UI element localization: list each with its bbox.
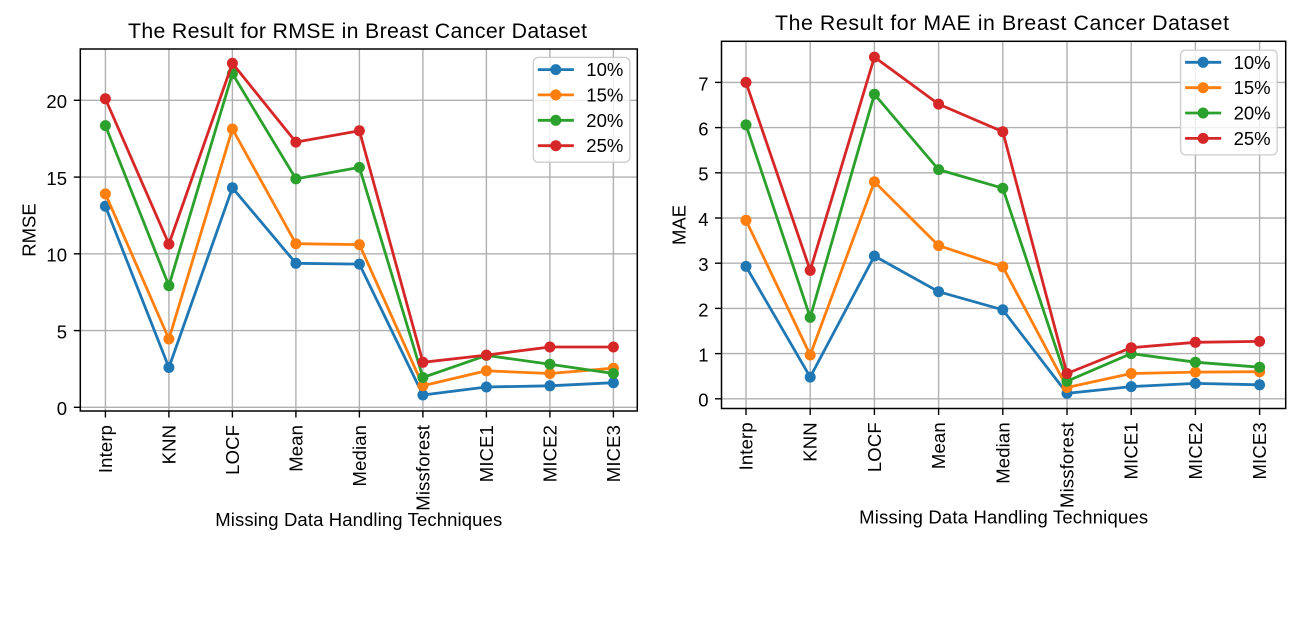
svg-text:MICE3: MICE3 (1249, 422, 1270, 479)
svg-text:0: 0 (698, 390, 708, 411)
svg-text:10%: 10% (1234, 52, 1271, 73)
svg-text:5: 5 (698, 164, 708, 185)
svg-text:The Result for RMSE in Breast: The Result for RMSE in Breast Cancer Dat… (128, 19, 587, 43)
svg-text:MICE1: MICE1 (1121, 422, 1142, 479)
svg-text:MICE2: MICE2 (539, 425, 560, 482)
svg-text:Mean: Mean (928, 422, 949, 469)
svg-text:Median: Median (349, 425, 370, 487)
svg-text:MICE2: MICE2 (1185, 422, 1206, 479)
svg-text:5: 5 (57, 321, 67, 342)
svg-text:MAE: MAE (669, 205, 690, 245)
svg-text:1: 1 (698, 345, 708, 366)
svg-text:2: 2 (698, 299, 708, 320)
svg-text:LOCF: LOCF (864, 422, 885, 472)
svg-text:Mean: Mean (285, 425, 306, 472)
svg-text:Missforest: Missforest (1057, 422, 1078, 508)
svg-text:Missforest: Missforest (412, 425, 433, 511)
svg-text:3: 3 (698, 254, 708, 275)
svg-text:0: 0 (57, 398, 67, 419)
svg-text:MICE3: MICE3 (603, 425, 624, 482)
svg-text:Median: Median (992, 422, 1013, 484)
svg-text:6: 6 (698, 119, 708, 140)
svg-text:15%: 15% (1234, 77, 1271, 98)
svg-text:10%: 10% (586, 59, 623, 80)
svg-text:KNN: KNN (158, 425, 179, 465)
svg-text:10: 10 (46, 245, 67, 266)
svg-text:The Result for MAE in Breast C: The Result for MAE in Breast Cancer Data… (775, 11, 1229, 35)
svg-text:RMSE: RMSE (18, 203, 39, 256)
svg-text:20: 20 (46, 91, 67, 112)
svg-text:Missing Data Handling Techniqu: Missing Data Handling Techniques (859, 507, 1148, 528)
svg-text:25%: 25% (1234, 128, 1271, 149)
svg-text:KNN: KNN (800, 422, 821, 462)
svg-text:Interp: Interp (95, 425, 116, 473)
svg-text:25%: 25% (586, 135, 623, 156)
svg-text:Interp: Interp (736, 422, 757, 470)
svg-text:7: 7 (698, 73, 708, 94)
svg-text:4: 4 (698, 209, 708, 230)
svg-text:15%: 15% (586, 84, 623, 105)
svg-text:LOCF: LOCF (222, 425, 243, 475)
svg-text:20%: 20% (586, 110, 623, 131)
svg-text:15: 15 (46, 168, 67, 189)
svg-text:20%: 20% (1234, 103, 1271, 124)
svg-text:MICE1: MICE1 (476, 425, 497, 482)
svg-text:Missing Data Handling Techniqu: Missing Data Handling Techniques (215, 509, 502, 530)
